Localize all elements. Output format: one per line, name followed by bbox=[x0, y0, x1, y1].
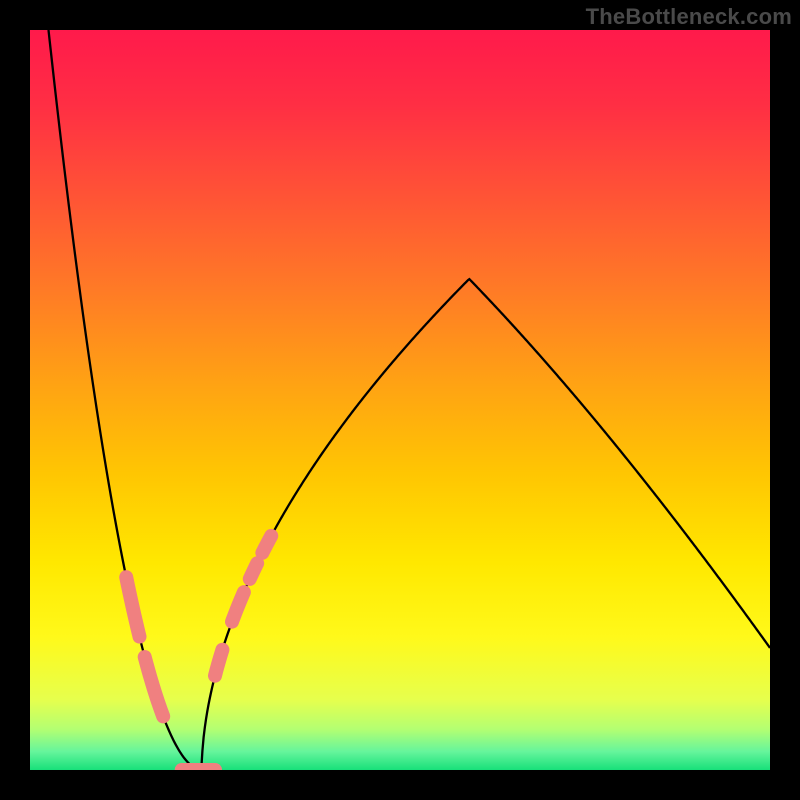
watermark-text: TheBottleneck.com bbox=[586, 4, 792, 30]
highlight-segment bbox=[215, 650, 222, 676]
bottleneck-chart bbox=[0, 0, 800, 800]
highlight-segment bbox=[262, 536, 271, 553]
chart-root: { "meta": { "watermark": "TheBottleneck.… bbox=[0, 0, 800, 800]
highlight-segment bbox=[250, 563, 257, 579]
